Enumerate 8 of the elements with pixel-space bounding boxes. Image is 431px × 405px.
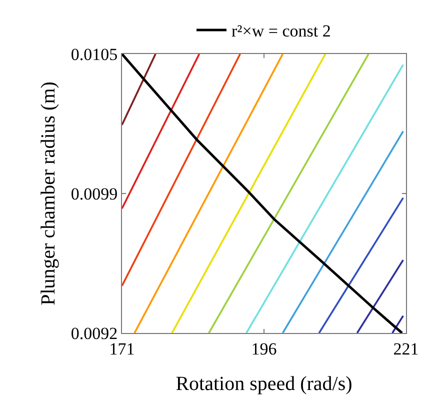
legend-label: r²×w = const 2 [232,22,331,41]
x-axis-title: Rotation speed (rad/s) [176,372,352,395]
y-tick-label: 0.0105 [70,44,118,64]
x-tick-label: 221 [393,339,419,358]
y-axis-title: Plunger chamber radius (m) [37,82,60,306]
y-tick-label: 0.0099 [70,184,118,204]
line-series [122,54,404,333]
x-tick-label: 196 [251,339,277,358]
